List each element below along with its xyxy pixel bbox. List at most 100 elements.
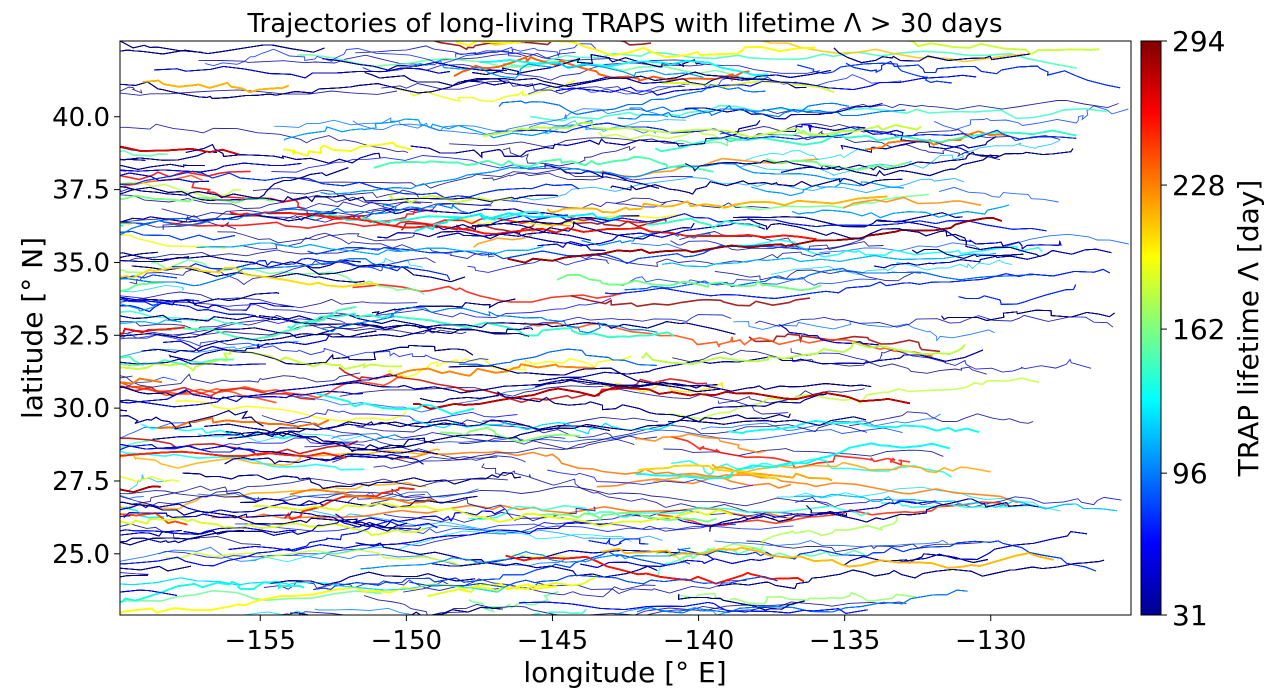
trajectory-line <box>662 252 996 268</box>
trajectory-line <box>120 89 398 96</box>
trajectory-line <box>286 409 518 424</box>
trajectory-line <box>546 195 888 214</box>
trajectory-line <box>670 458 952 478</box>
trajectory-line <box>637 589 968 614</box>
trajectory-line <box>120 123 409 153</box>
trajectory-line <box>120 512 188 526</box>
colorbar-tick-label: 228 <box>1172 169 1225 202</box>
trajectory-line <box>120 355 234 366</box>
trajectory-line <box>120 515 131 518</box>
trajectory-line <box>141 327 530 353</box>
trajectory-line <box>615 197 770 209</box>
trajectory-line <box>491 213 1047 232</box>
trajectory-line <box>448 365 722 393</box>
trajectory-line <box>684 103 883 120</box>
trajectory-line <box>120 527 297 535</box>
colorbar-label: TRAP lifetime Λ [day] <box>1232 180 1265 478</box>
trajectory-line <box>120 327 377 339</box>
trajectory-line <box>338 366 708 404</box>
trajectory-line <box>128 474 170 495</box>
trajectory-line <box>120 520 438 567</box>
trajectory-line <box>482 420 635 446</box>
trajectory-line <box>120 376 177 388</box>
trajectory-line <box>284 118 593 141</box>
trajectory-line <box>897 531 1088 563</box>
trajectory-line <box>120 44 325 55</box>
trajectory-line <box>120 319 182 325</box>
trajectory-line <box>130 485 259 505</box>
trajectory-line <box>120 224 124 227</box>
trajectory-line <box>290 606 503 615</box>
trajectory-line <box>227 419 466 440</box>
trajectory-line <box>655 515 898 564</box>
trajectory-line <box>120 258 409 287</box>
trajectory-line <box>519 601 868 614</box>
colorbar-tick-label: 31 <box>1172 599 1208 632</box>
trajectory-line <box>175 399 407 422</box>
trajectory-line <box>240 495 478 508</box>
trajectory-line <box>389 194 513 204</box>
trajectory-line <box>363 595 467 615</box>
trajectory-line <box>381 80 685 96</box>
trajectory-line <box>120 186 558 203</box>
y-tick-label: 30.0 <box>52 394 110 424</box>
colorbar: 31 96 162 228 294 TRAP lifetime Λ [day] <box>1140 25 1265 632</box>
trajectory-line <box>120 194 274 204</box>
trajectory-line <box>547 469 754 490</box>
trajectory-line <box>120 170 580 199</box>
trajectory-line <box>304 432 566 448</box>
trajectory-line <box>120 374 398 408</box>
trajectory-line <box>123 511 421 530</box>
trajectory-line <box>382 202 472 215</box>
trajectory-line <box>755 314 1114 328</box>
trajectory-line <box>120 222 134 225</box>
trajectory-line <box>535 379 872 392</box>
colorbar-tick-label: 96 <box>1172 457 1208 490</box>
trajectory-line <box>806 498 1039 523</box>
trajectory-line <box>373 155 714 173</box>
trajectory-line <box>120 515 131 518</box>
trajectory-line <box>198 52 704 67</box>
trajectory-line <box>588 537 649 547</box>
trajectory-line <box>120 217 198 225</box>
trajectory-line <box>120 207 395 235</box>
trajectory-line <box>722 193 930 211</box>
trajectory-line <box>544 164 659 189</box>
trajectory-line <box>339 384 643 397</box>
trajectory-line <box>120 326 185 335</box>
trajectory-line <box>120 358 266 366</box>
trajectory-line <box>151 306 357 341</box>
y-tick-label: 37.5 <box>52 176 110 206</box>
trajectory-line <box>157 417 329 429</box>
trajectory-line <box>779 324 879 346</box>
trajectory-line <box>228 521 614 552</box>
trajectory-line <box>373 455 526 469</box>
trajectory-line <box>197 488 479 501</box>
trajectory-line <box>185 144 381 164</box>
trajectory-line <box>120 163 205 170</box>
trajectory-line <box>435 215 640 231</box>
trajectory-line <box>224 453 410 465</box>
trajectory-line <box>287 312 674 339</box>
trajectory-line <box>443 213 682 227</box>
y-tick-label: 27.5 <box>52 467 110 497</box>
trajectory-line <box>833 47 1031 64</box>
trajectory-line <box>120 284 185 293</box>
trajectory-line <box>284 486 415 520</box>
plot-frame <box>119 40 1132 616</box>
trajectory-line <box>419 391 791 423</box>
trajectory-line <box>332 377 718 394</box>
trajectory-line <box>120 444 256 453</box>
trajectory-line <box>120 78 507 99</box>
trajectory-line <box>120 247 402 262</box>
trajectory-line <box>677 540 1097 572</box>
colorbar-gradient <box>1140 40 1162 616</box>
trajectory-line <box>413 386 910 410</box>
x-tick-label: −135 <box>809 626 880 656</box>
trajectory-line <box>624 267 1033 291</box>
trajectory-line <box>728 419 980 434</box>
trajectory-line <box>248 530 632 563</box>
trajectory-line <box>797 62 952 84</box>
trajectory-line <box>120 222 134 225</box>
